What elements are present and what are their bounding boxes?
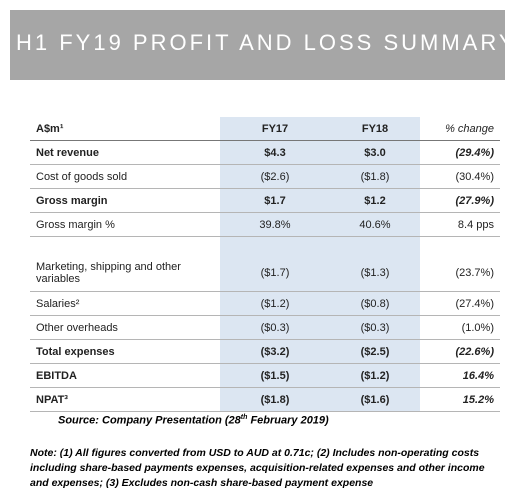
table-cell: 40.6%	[330, 212, 420, 237]
table-row: Gross margin $1.7 $1.2 (27.9%)	[30, 188, 500, 213]
header-cell: FY18	[330, 117, 420, 141]
table-cell: (27.9%)	[420, 188, 500, 213]
source-sup: th	[240, 414, 248, 421]
header-cell: A$m¹	[30, 117, 220, 141]
table-cell: ($1.8)	[220, 387, 330, 412]
table-cell: NPAT³	[30, 387, 220, 412]
table-cell: Other overheads	[30, 315, 220, 340]
table-cell: ($2.6)	[220, 164, 330, 189]
table-cell: Net revenue	[30, 140, 220, 165]
table-cell: Marketing, shipping and other variables	[30, 255, 220, 292]
spacer-cell	[330, 236, 420, 255]
spacer-cell	[420, 237, 500, 256]
table-cell: EBITDA	[30, 363, 220, 388]
source-text: February 2019)	[247, 414, 329, 427]
title-band: H1 FY19 PROFIT AND LOSS SUMMARY	[10, 10, 511, 80]
table-cell: ($1.7)	[220, 255, 330, 292]
table-cell: (22.6%)	[420, 339, 500, 364]
table-cell: ($1.3)	[330, 255, 420, 292]
table-row: NPAT³ ($1.8) ($1.6) 15.2%	[30, 387, 500, 412]
table-cell: ($3.2)	[220, 339, 330, 364]
header-cell: FY17	[220, 117, 330, 141]
table-cell: ($0.3)	[330, 315, 420, 340]
table-row: Total expenses ($3.2) ($2.5) (22.6%)	[30, 339, 500, 364]
table-cell: Gross margin %	[30, 212, 220, 237]
table-row: Net revenue $4.3 $3.0 (29.4%)	[30, 140, 500, 165]
spacer-row	[30, 236, 500, 256]
table-row: Salaries² ($1.2) ($0.8) (27.4%)	[30, 291, 500, 316]
table-cell: $4.3	[220, 140, 330, 165]
spacer-cell	[30, 237, 220, 256]
table-cell: (30.4%)	[420, 164, 500, 189]
table-cell: $1.7	[220, 188, 330, 213]
header-row: A$m¹ FY17 FY18 % change	[30, 117, 500, 141]
table-row: Marketing, shipping and other variables(…	[30, 255, 500, 292]
title: H1 FY19 PROFIT AND LOSS SUMMARY	[16, 30, 511, 55]
table-cell: (27.4%)	[420, 291, 500, 316]
table-cell: ($1.2)	[220, 291, 330, 316]
table-cell: Salaries²	[30, 291, 220, 316]
header-cell: % change	[420, 117, 500, 141]
table-cell: 16.4%	[420, 363, 500, 388]
table-row: EBITDA ($1.5) ($1.2) 16.4%	[30, 363, 500, 388]
pl-table: A$m¹ FY17 FY18 % change Net revenue $4.3 $…	[30, 117, 500, 412]
table-cell: Gross margin	[30, 188, 220, 213]
table-cell: Cost of goods sold	[30, 164, 220, 189]
table-cell: ($0.3)	[220, 315, 330, 340]
source-text: Source: Company Presentation (28	[58, 414, 241, 427]
table-cell: 15.2%	[420, 387, 500, 412]
table-cell: ($2.5)	[330, 339, 420, 364]
table-cell: (1.0%)	[420, 315, 500, 340]
table-cell: ($1.2)	[330, 363, 420, 388]
spacer-cell	[220, 236, 330, 255]
table-cell: (23.7%)	[420, 255, 500, 292]
table-cell: ($1.5)	[220, 363, 330, 388]
note: Note: (1) All figures converted from USD…	[30, 447, 485, 489]
table-cell: 8.4 pps	[420, 212, 500, 237]
table-cell: ($1.6)	[330, 387, 420, 412]
table-cell: (29.4%)	[420, 140, 500, 165]
table-row: Gross margin % 39.8% 40.6% 8.4 pps	[30, 212, 500, 237]
table-cell: ($0.8)	[330, 291, 420, 316]
table-cell: $1.2	[330, 188, 420, 213]
source: Source: Company Presentation (28th Febru…	[58, 414, 329, 427]
table-row: Other overheads ($0.3) ($0.3) (1.0%)	[30, 315, 500, 340]
table-row: Cost of goods sold ($2.6) ($1.8) (30.4%)	[30, 164, 500, 189]
table-cell: Total expenses	[30, 339, 220, 364]
table-cell: $3.0	[330, 140, 420, 165]
table-cell: 39.8%	[220, 212, 330, 237]
table-cell: ($1.8)	[330, 164, 420, 189]
